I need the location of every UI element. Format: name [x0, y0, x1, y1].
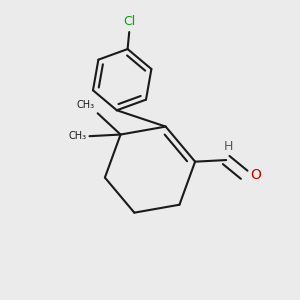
Text: O: O: [250, 168, 261, 182]
Text: CH₃: CH₃: [77, 100, 95, 110]
Text: CH₃: CH₃: [68, 130, 86, 140]
Text: Cl: Cl: [123, 15, 135, 28]
Text: H: H: [224, 140, 233, 153]
